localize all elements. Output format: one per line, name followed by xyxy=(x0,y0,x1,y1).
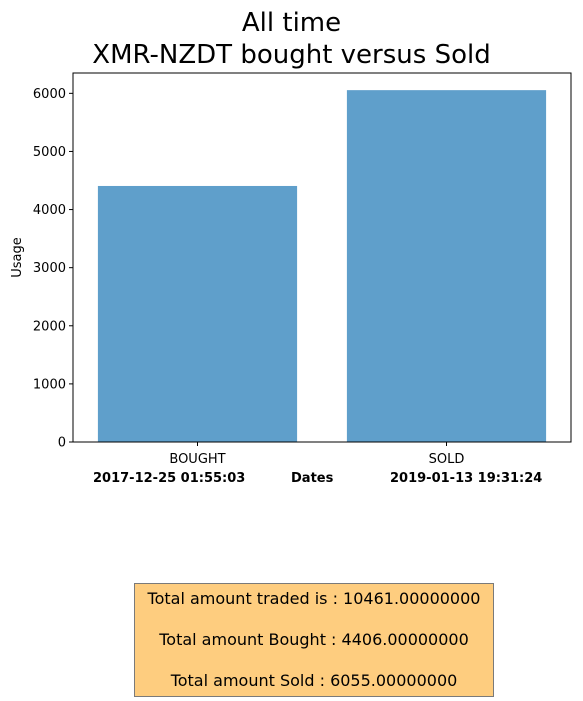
y-tick-label: 0 xyxy=(58,436,66,451)
y-tick-label: 1000 xyxy=(33,377,66,392)
chart-title-line-1: All time xyxy=(241,8,342,38)
total-traded-text: Total amount traded is : 10461.00000000 xyxy=(147,589,481,608)
y-tick-label: 4000 xyxy=(33,203,66,218)
y-tick-label: 6000 xyxy=(33,87,66,102)
x-axis-ticks: BOUGHT SOLD xyxy=(169,442,464,467)
total-sold-text: Total amount Sold : 6055.00000000 xyxy=(170,671,458,690)
total-bought-text: Total amount Bought : 4406.00000000 xyxy=(159,630,469,649)
y-tick-label: 5000 xyxy=(33,145,66,160)
x-tick-label: BOUGHT xyxy=(169,452,225,467)
bars-group xyxy=(97,90,547,442)
x-tick-label: SOLD xyxy=(429,452,465,467)
y-axis-ticks: 0 1000 2000 3000 4000 5000 6000 xyxy=(33,87,73,451)
x-axis-label-start-date: 2017-12-25 01:55:03 xyxy=(93,471,246,486)
x-axis-label-end-date: 2019-01-13 19:31:24 xyxy=(390,471,543,486)
bar-bought xyxy=(97,185,298,442)
axes-frame xyxy=(72,72,572,443)
x-axis-label-dates: Dates xyxy=(291,471,334,486)
chart-title-line-2: XMR-NZDT bought versus Sold xyxy=(92,40,491,70)
y-tick-label: 3000 xyxy=(33,261,66,276)
summary-box: Total amount traded is : 10461.00000000 … xyxy=(134,583,494,697)
y-axis-label: Usage xyxy=(10,237,25,278)
y-tick-label: 2000 xyxy=(33,319,66,334)
bar-sold xyxy=(346,90,547,442)
